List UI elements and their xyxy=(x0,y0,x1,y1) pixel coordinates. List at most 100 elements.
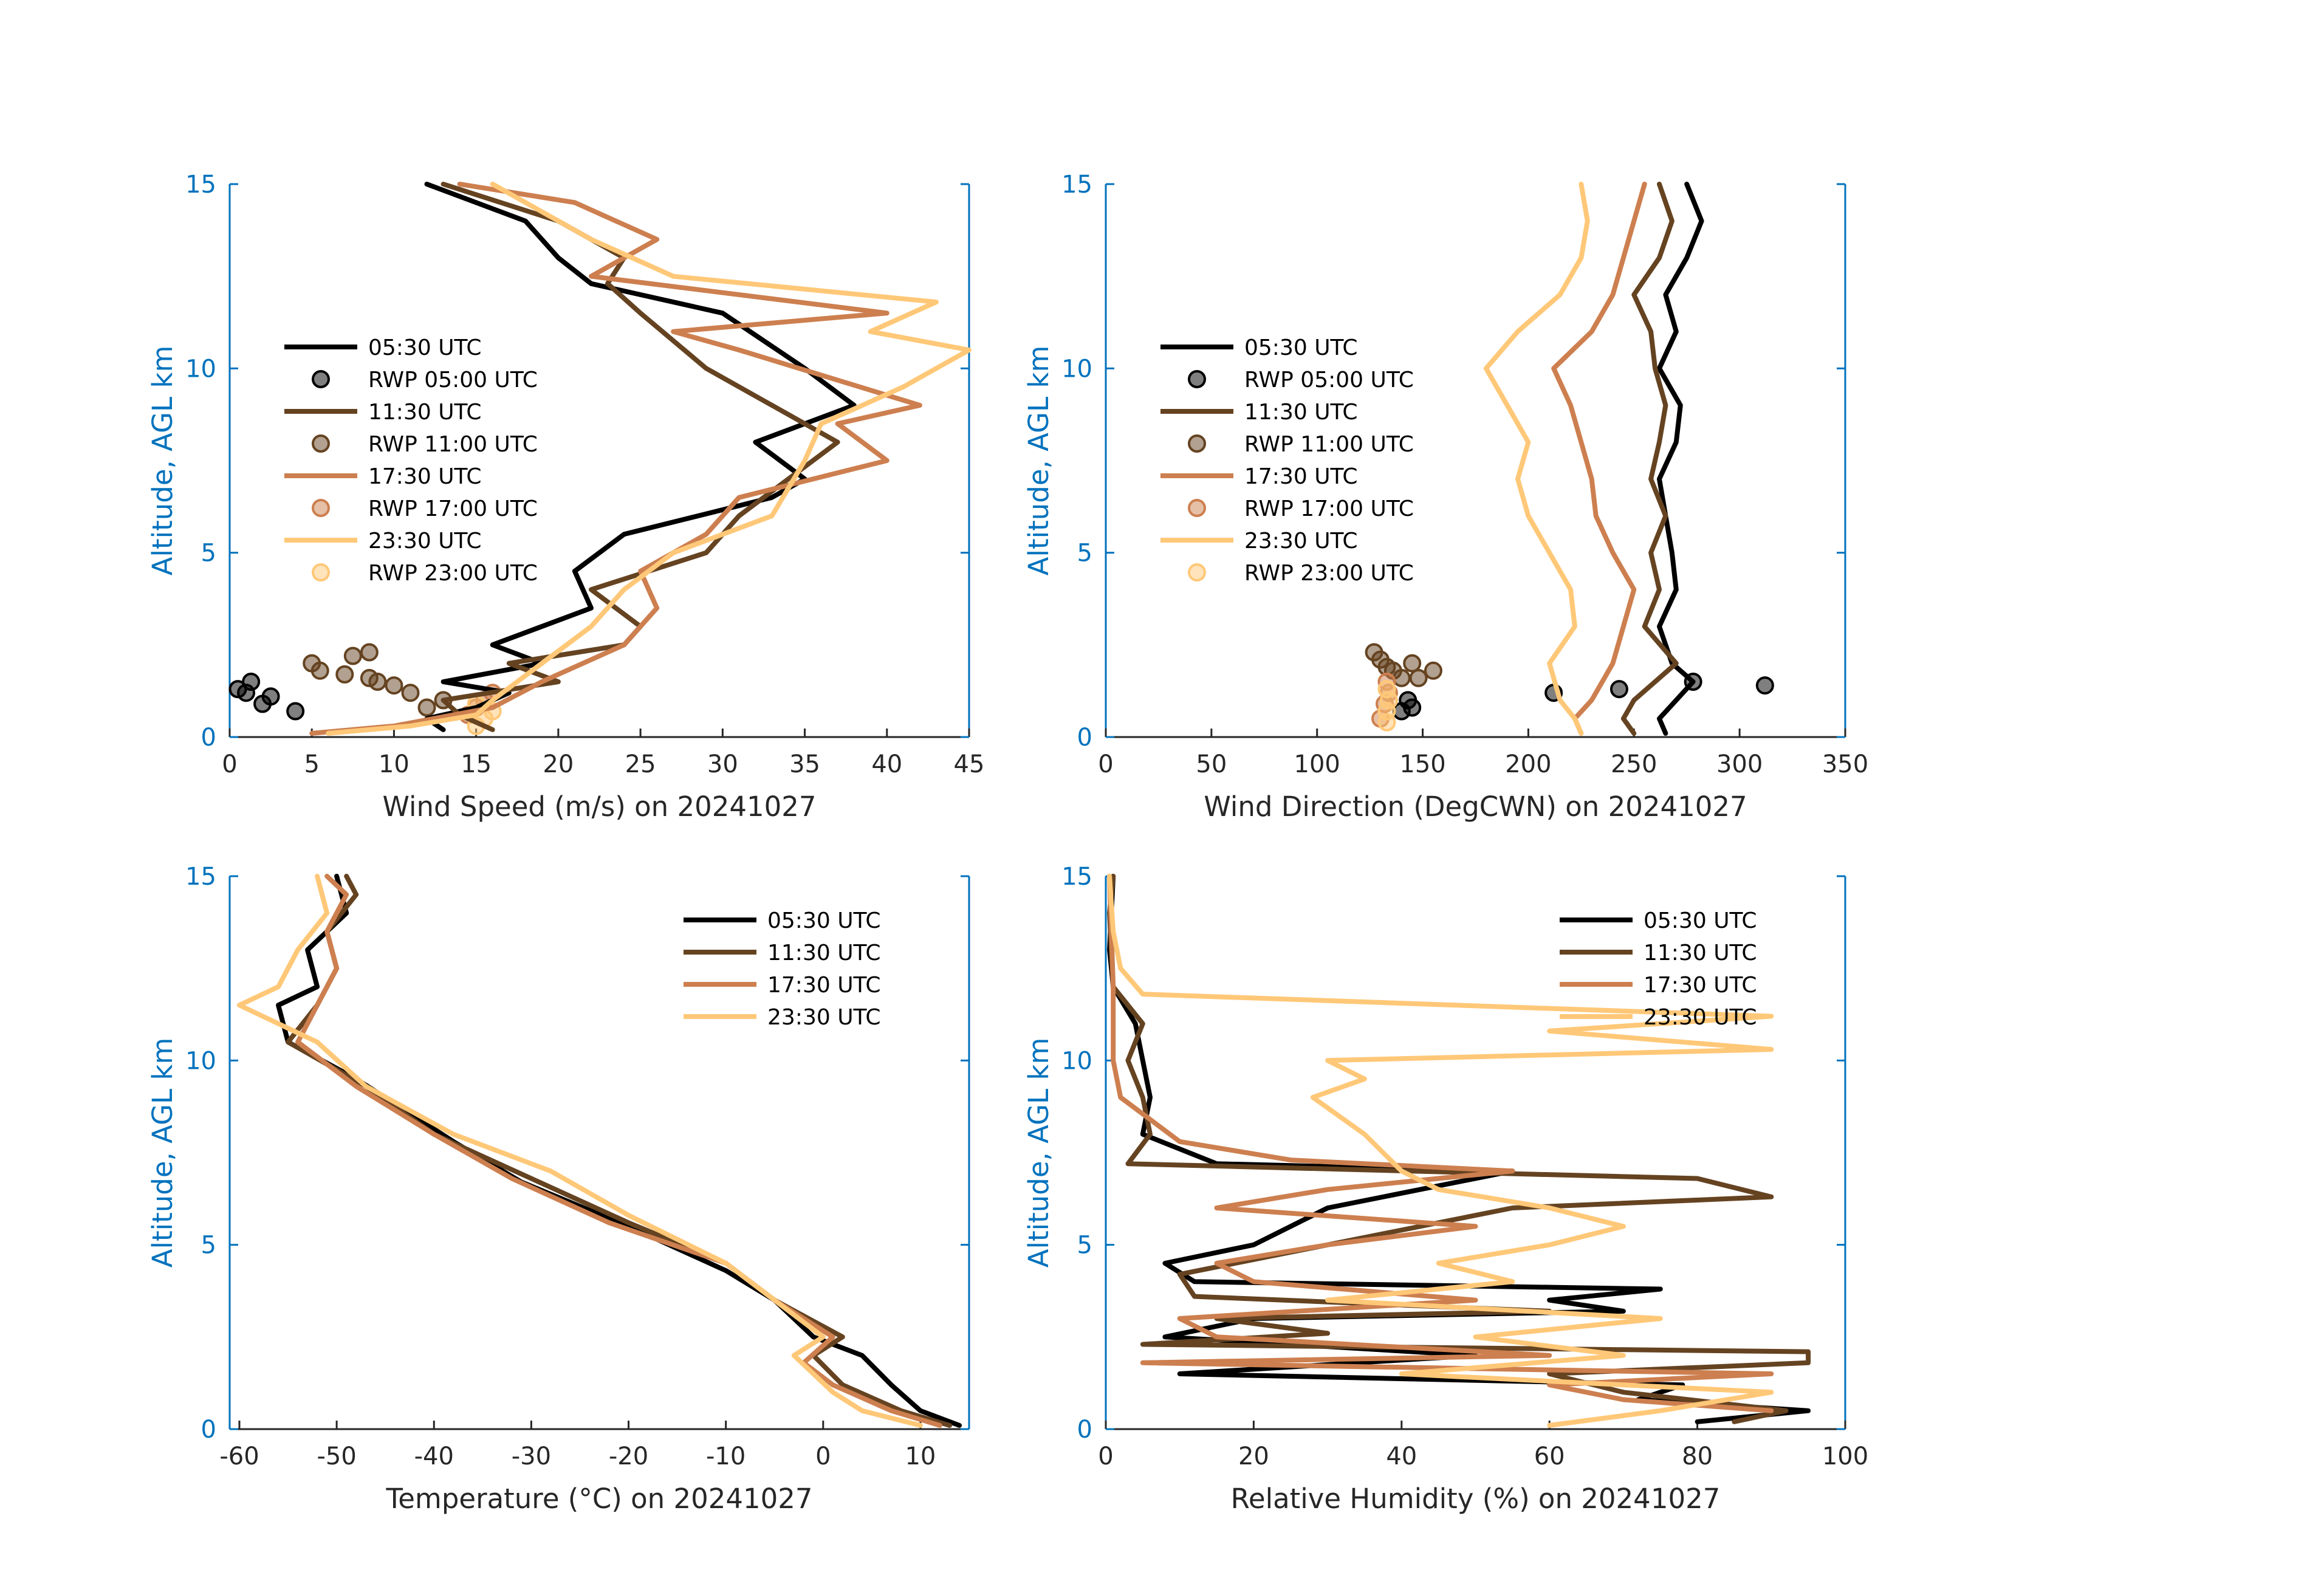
plot-wind_speed: 0 5 10 15 20 25 30 35 40 45 0 5 10 15 Wind Speed (m/s)… xyxy=(146,171,984,823)
x-tick-label: 250 xyxy=(1611,750,1657,778)
y-tick-label: 0 xyxy=(201,724,216,752)
x-tick-label: 200 xyxy=(1505,750,1551,778)
x-tick-label: 50 xyxy=(1196,750,1227,778)
x-tick-label: 30 xyxy=(707,750,738,778)
y-tick-label: 15 xyxy=(185,171,216,199)
y-axis-label: Altitude, AGL km xyxy=(146,1038,179,1268)
x-axis-label: Temperature (°C) on 20241027 xyxy=(385,1483,812,1515)
x-tick-label: 5 xyxy=(304,750,319,778)
series-line xyxy=(1107,874,1811,1424)
y-tick-label: 0 xyxy=(1077,724,1092,752)
rwp-point xyxy=(401,684,420,702)
x-tick-label: 80 xyxy=(1682,1442,1713,1470)
x-tick-label: 40 xyxy=(1386,1442,1417,1470)
x-tick-label: 0 xyxy=(815,1442,831,1470)
legend-entry: RWP 17:00 UTC xyxy=(1244,496,1414,521)
series-line xyxy=(326,182,972,736)
legend-entry: 17:30 UTC xyxy=(1644,973,1757,998)
legend-marker-swatch xyxy=(312,499,330,517)
legend-entry: 23:30 UTC xyxy=(368,529,482,554)
y-tick-label: 15 xyxy=(1061,863,1092,891)
y-tick-label: 10 xyxy=(1061,355,1092,383)
legend-entry: 05:30 UTC xyxy=(1244,335,1358,360)
rwp-point xyxy=(310,661,329,680)
rwp-point xyxy=(1755,676,1774,695)
legend-entry: 11:30 UTC xyxy=(1244,400,1358,425)
series-line xyxy=(237,874,923,1428)
legend: 05:30 UTC RWP 05:00 UTC 11:30 UTC RWP 11:00… xyxy=(284,335,538,586)
legend-entry: 05:30 UTC xyxy=(1644,908,1757,933)
legend-entry: RWP 23:00 UTC xyxy=(1244,561,1414,586)
legend-entry: 17:30 UTC xyxy=(1244,464,1358,489)
y-tick-label: 10 xyxy=(185,355,216,383)
x-tick-label: 45 xyxy=(954,750,985,778)
legend: 05:30 UTC 11:30 UTC 17:30 UTC 23:30 UTC xyxy=(1560,908,1757,1030)
rwp-point xyxy=(335,665,354,684)
legend-entry: 05:30 UTC xyxy=(767,908,881,933)
y-axis-label: Altitude, AGL km xyxy=(1023,346,1055,576)
legend-marker-swatch xyxy=(312,370,330,388)
x-tick-label: 20 xyxy=(543,750,574,778)
plot-relative_humidity: 0 20 40 60 80 100 0 5 10 15 Relative Humidity (%) … xyxy=(1023,863,1868,1515)
legend-entry: RWP 23:00 UTC xyxy=(368,561,538,586)
x-tick-label: 100 xyxy=(1294,750,1340,778)
legend-entry: 11:30 UTC xyxy=(1644,941,1757,966)
y-tick-label: 0 xyxy=(1077,1416,1092,1444)
y-axis-label: Altitude, AGL km xyxy=(1023,1038,1055,1268)
legend-entry: RWP 17:00 UTC xyxy=(368,496,538,521)
rwp-point xyxy=(1424,661,1442,680)
rwp-point xyxy=(1392,668,1411,687)
x-tick-label: 10 xyxy=(905,1442,936,1470)
legend-marker-swatch xyxy=(312,563,330,581)
series-line xyxy=(1483,182,1590,736)
x-axis-label: Relative Humidity (%) on 20241027 xyxy=(1231,1483,1721,1515)
rwp-point xyxy=(360,643,379,662)
y-tick-label: 5 xyxy=(1077,1232,1092,1260)
rwp-point xyxy=(253,695,272,713)
x-tick-label: 150 xyxy=(1399,750,1445,778)
x-tick-label: 350 xyxy=(1822,750,1868,778)
x-tick-label: 15 xyxy=(461,750,492,778)
x-tick-label: 25 xyxy=(625,750,656,778)
x-tick-label: 100 xyxy=(1822,1442,1868,1470)
rwp-point xyxy=(1377,680,1396,699)
rwp-point xyxy=(417,698,436,717)
legend-entry: 11:30 UTC xyxy=(767,941,881,966)
y-tick-label: 10 xyxy=(185,1047,216,1075)
legend-entry: 23:30 UTC xyxy=(767,1005,881,1030)
rwp-point xyxy=(1409,668,1428,687)
legend-entry: 23:30 UTC xyxy=(1244,529,1358,554)
series-line xyxy=(1107,874,1774,1428)
legend: 05:30 UTC 11:30 UTC 17:30 UTC 23:30 UTC xyxy=(684,908,881,1030)
x-tick-label: -10 xyxy=(706,1442,746,1470)
legend-marker-swatch xyxy=(1188,370,1206,388)
y-tick-label: 15 xyxy=(185,863,216,891)
rwp-point xyxy=(385,676,403,695)
series-line xyxy=(1620,182,1679,736)
x-tick-label: -30 xyxy=(512,1442,551,1470)
x-tick-label: -60 xyxy=(219,1442,259,1470)
series-line xyxy=(440,182,840,732)
legend-entry: RWP 05:00 UTC xyxy=(368,368,538,393)
y-axis-label: Altitude, AGL km xyxy=(146,346,179,576)
y-tick-label: 15 xyxy=(1061,171,1092,199)
rwp-point xyxy=(1399,691,1417,710)
x-tick-label: -40 xyxy=(414,1442,454,1470)
x-tick-label: 10 xyxy=(379,750,410,778)
plot-wind_direction: 0 50 100 150 200 250 300 350 0 5 10 15 Wind Directio… xyxy=(1023,171,1868,823)
x-tick-label: 0 xyxy=(222,750,237,778)
x-tick-label: 40 xyxy=(871,750,902,778)
legend-entry: 17:30 UTC xyxy=(767,973,881,998)
rwp-point xyxy=(1403,654,1422,673)
legend-marker-swatch xyxy=(1188,434,1206,453)
plot-temperature: -60 -50 -40 -30 -20 -10 0 10 0 5 10 15 Temperature (… xyxy=(146,863,970,1515)
x-tick-label: -50 xyxy=(317,1442,356,1470)
series-line xyxy=(295,874,942,1428)
legend-entry: RWP 11:00 UTC xyxy=(368,432,538,457)
legend-entry: 23:30 UTC xyxy=(1644,1005,1757,1030)
y-tick-label: 5 xyxy=(201,540,216,568)
legend-marker-swatch xyxy=(1188,563,1206,581)
rwp-point xyxy=(286,702,305,721)
series-line xyxy=(309,182,922,736)
